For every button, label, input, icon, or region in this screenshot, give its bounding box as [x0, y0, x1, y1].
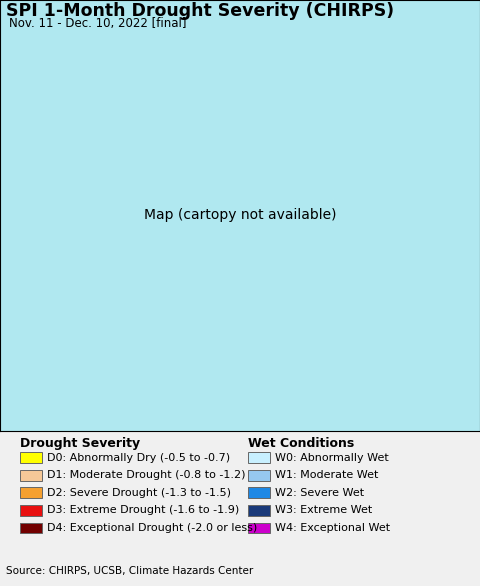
Bar	[20, 470, 42, 481]
Text: W1: Moderate Wet: W1: Moderate Wet	[275, 470, 378, 480]
Text: Source: CHIRPS, UCSB, Climate Hazards Center: Source: CHIRPS, UCSB, Climate Hazards Ce…	[6, 566, 253, 576]
Bar	[248, 488, 270, 498]
Text: W4: Exceptional Wet: W4: Exceptional Wet	[275, 523, 390, 533]
Text: W0: Abnormally Wet: W0: Abnormally Wet	[275, 452, 389, 462]
Text: Nov. 11 - Dec. 10, 2022 [final]: Nov. 11 - Dec. 10, 2022 [final]	[9, 17, 186, 30]
Bar	[248, 452, 270, 463]
Text: W3: Extreme Wet: W3: Extreme Wet	[275, 505, 372, 515]
Text: D1: Moderate Drought (-0.8 to -1.2): D1: Moderate Drought (-0.8 to -1.2)	[47, 470, 245, 480]
Bar	[20, 452, 42, 463]
Text: Map (cartopy not available): Map (cartopy not available)	[144, 209, 336, 222]
Text: D0: Abnormally Dry (-0.5 to -0.7): D0: Abnormally Dry (-0.5 to -0.7)	[47, 452, 230, 462]
Text: SPI 1-Month Drought Severity (CHIRPS): SPI 1-Month Drought Severity (CHIRPS)	[6, 2, 394, 20]
Text: Drought Severity: Drought Severity	[20, 437, 140, 449]
Text: D3: Extreme Drought (-1.6 to -1.9): D3: Extreme Drought (-1.6 to -1.9)	[47, 505, 239, 515]
Text: D4: Exceptional Drought (-2.0 or less): D4: Exceptional Drought (-2.0 or less)	[47, 523, 257, 533]
Bar	[20, 523, 42, 533]
Bar	[20, 505, 42, 516]
Text: Wet Conditions: Wet Conditions	[248, 437, 354, 449]
Bar	[248, 470, 270, 481]
Text: W2: Severe Wet: W2: Severe Wet	[275, 488, 364, 498]
Text: D2: Severe Drought (-1.3 to -1.5): D2: Severe Drought (-1.3 to -1.5)	[47, 488, 231, 498]
Bar	[20, 488, 42, 498]
Bar	[248, 505, 270, 516]
Bar	[248, 523, 270, 533]
